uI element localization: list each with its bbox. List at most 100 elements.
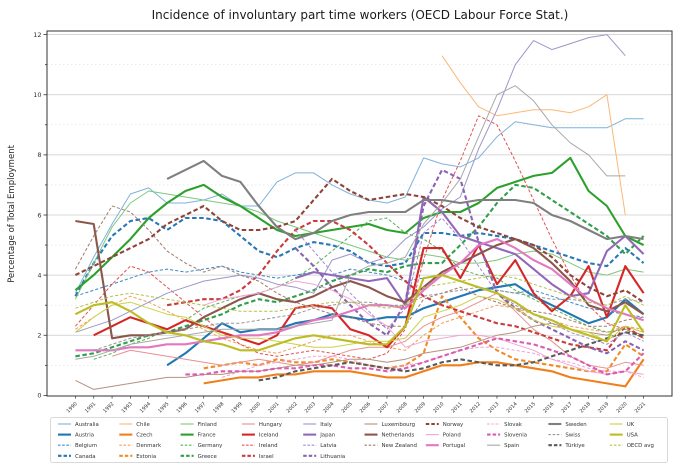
legend-item-france: France (180, 433, 216, 439)
legend-label: Luxembourg (382, 422, 416, 428)
legend-label: Finland (198, 422, 217, 428)
x-tick-label: 1994 (139, 401, 152, 414)
legend-item-slovenia: Slovenia (487, 433, 527, 439)
series-line-iceland (93, 244, 645, 349)
legend-item-iceland: Iceland (241, 433, 278, 439)
legend-item-swiss: Swiss (548, 433, 581, 439)
x-tick-label: 2018 (579, 401, 592, 414)
series-line-swiss (93, 286, 644, 351)
series-line-finland (74, 190, 644, 300)
legend-label: Norway (443, 422, 464, 428)
legend-item-canada: Canada (58, 454, 96, 460)
series-line-czech (203, 358, 645, 388)
legend-item-belgium: Belgium (58, 443, 97, 449)
legend-label: Chile (136, 422, 150, 428)
legend-label: USA (627, 433, 638, 439)
chart-title: Incidence of involuntary part time worke… (152, 8, 569, 22)
legend-label: Poland (443, 433, 461, 439)
x-tick-label: 2008 (395, 401, 408, 414)
legend-label: Italy (320, 422, 333, 428)
x-tick-label: 2000 (249, 401, 262, 414)
legend-item-türkiye: Türkiye (548, 443, 585, 449)
legend-item-slovak: Slovak (487, 422, 523, 428)
legend-item-australia: Australia (58, 422, 99, 428)
legend-item-hungary: Hungary (241, 422, 283, 428)
x-tick-label: 1990 (66, 401, 79, 414)
legend-item-austria: Austria (58, 433, 94, 439)
x-tick-label: 1995 (157, 401, 170, 414)
series-line-oecd-avg (75, 274, 644, 312)
x-tick-label: 2012 (469, 401, 482, 414)
x-tick-label: 2011 (450, 401, 463, 414)
x-tick-label: 1999 (231, 401, 244, 414)
legend-label: Sweden (565, 422, 586, 428)
legend-item-norway: Norway (425, 422, 464, 428)
legend-item-czech: Czech (119, 433, 153, 439)
legend-item-netherlands: Netherlands (364, 433, 415, 439)
legend-item-ireland: Ireland (241, 443, 278, 449)
series-line-poland (203, 280, 644, 375)
series-line-ireland (75, 115, 644, 360)
legend-label: New Zealand (382, 443, 417, 449)
x-tick-label: 2021 (634, 401, 647, 414)
y-tick-label: 10 (33, 91, 41, 99)
y-tick-label: 12 (33, 31, 41, 39)
legend-label: Canada (75, 454, 96, 460)
series-line-denmark (75, 295, 644, 354)
legend-box (50, 417, 668, 463)
legend-label: Türkiye (564, 443, 585, 449)
series-line-japan (295, 195, 645, 307)
y-tick-label: 0 (37, 392, 41, 400)
x-tick-label: 2005 (341, 401, 354, 414)
legend-label: Lithuania (320, 454, 345, 460)
legend-item-lithuania: Lithuania (303, 454, 345, 460)
series-line-israel (166, 219, 645, 352)
legend-item-luxembourg: Luxembourg (364, 422, 416, 428)
x-tick-label: 2010 (432, 401, 445, 414)
legend-item-denmark: Denmark (119, 443, 162, 449)
legend-item-new-zealand: New Zealand (364, 443, 417, 449)
series-line-new-zealand (74, 205, 644, 327)
legend-item-oecd-avg: OECD avg (609, 443, 654, 449)
series-line-sweden (166, 159, 644, 241)
x-tick-label: 2015 (524, 401, 537, 414)
gridlines (47, 34, 672, 366)
series-line-luxembourg (75, 322, 644, 390)
series-line-türkiye (258, 331, 644, 382)
legend-item-greece: Greece (180, 454, 217, 460)
x-tick-label: 2016 (542, 401, 555, 414)
legend-label: Israel (259, 454, 274, 460)
series-line-latvia (295, 217, 644, 345)
legend-label: Japan (319, 433, 335, 439)
x-tick-label: 2014 (505, 401, 518, 414)
legend-label: Latvia (320, 443, 336, 449)
legend-item-uk: UK (609, 422, 635, 428)
legend-item-poland: Poland (425, 433, 461, 439)
x-tick-label: 1992 (102, 401, 115, 414)
series-line-chile (441, 55, 626, 216)
legend-label: Spain (504, 443, 519, 449)
series-line-greece (75, 183, 645, 358)
legend-label: Czech (136, 433, 152, 439)
y-tick-label: 4 (37, 271, 41, 279)
legend-label: Slovak (504, 422, 523, 428)
series-line-italy (75, 34, 626, 333)
legend-item-israel: Israel (241, 454, 274, 460)
legend-item-spain: Spain (487, 443, 519, 449)
x-tick-label: 1997 (194, 401, 207, 414)
legend: Australia Austria Belgium Canada Chile Czech D… (50, 417, 668, 463)
legend-label: UK (627, 422, 635, 428)
legend-item-sweden: Sweden (548, 422, 587, 428)
x-tick-label: 1993 (121, 401, 134, 414)
x-tick-label: 2002 (286, 401, 299, 414)
legend-label: OECD avg (627, 443, 654, 449)
y-axis-label: Percentage of Total Employment (7, 144, 17, 283)
legend-item-finland: Finland (180, 422, 217, 428)
series-lines (74, 34, 645, 390)
legend-item-germany: Germany (180, 443, 223, 449)
x-tick-label: 2013 (487, 401, 500, 414)
legend-label: Hungary (259, 422, 283, 428)
series-line-portugal (75, 238, 644, 352)
y-tick-label: 2 (37, 332, 41, 340)
